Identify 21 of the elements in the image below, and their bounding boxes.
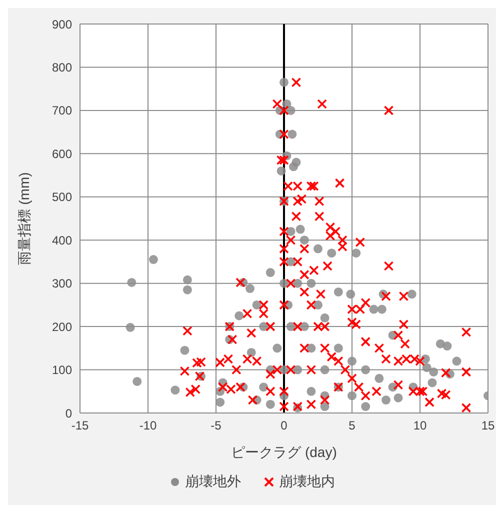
y-tick-label: 200 (52, 320, 72, 334)
y-tick-label: 300 (52, 276, 72, 291)
x-tick-label: 0 (280, 418, 288, 433)
y-tick-label: 800 (52, 60, 72, 74)
x-tick-label: 15 (481, 418, 495, 433)
legend-label: 崩壊地外 (185, 473, 241, 491)
x-tick-label: -5 (210, 418, 222, 433)
y-axis-title: 雨量指標 (mm) (16, 172, 32, 265)
x-tick-label: 10 (413, 418, 427, 433)
y-tick-label: 900 (52, 17, 72, 32)
y-tick-label: 0 (65, 406, 72, 420)
x-tick-label: -10 (139, 418, 157, 433)
x-axis-title: ピークラグ (day) (231, 444, 337, 460)
y-tick-label: 600 (52, 146, 72, 161)
x-tick-label: 5 (348, 418, 356, 433)
y-tick-label: 500 (52, 190, 72, 204)
x-tick-label: -15 (71, 418, 89, 433)
y-tick-label: 100 (52, 363, 72, 378)
y-tick-label: 400 (52, 233, 72, 248)
y-tick-label: 700 (52, 104, 72, 118)
legend-label: 崩壊地内 (279, 473, 335, 491)
